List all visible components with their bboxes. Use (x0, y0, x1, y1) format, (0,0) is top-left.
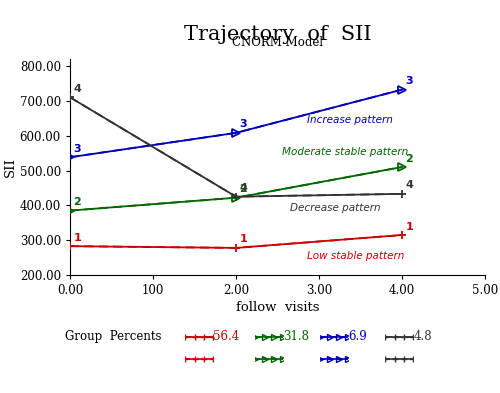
Text: 3: 3 (74, 144, 81, 154)
Text: Low stable pattern: Low stable pattern (306, 251, 404, 261)
Text: 1: 1 (406, 222, 413, 231)
Text: 3: 3 (406, 76, 413, 86)
Text: 3: 3 (240, 119, 247, 129)
Text: 2: 2 (74, 197, 81, 207)
X-axis label: follow  visits: follow visits (236, 301, 320, 314)
Text: 1: 1 (74, 233, 81, 242)
Text: 1: 1 (240, 234, 247, 244)
Text: 4.8: 4.8 (414, 329, 432, 343)
Text: 31.8: 31.8 (284, 329, 310, 343)
Text: CNORM Model: CNORM Model (232, 36, 323, 49)
Text: 4: 4 (240, 183, 247, 193)
Text: 4: 4 (406, 180, 413, 190)
Text: 4: 4 (74, 84, 81, 94)
Title: Trajectory  of  SII: Trajectory of SII (184, 24, 372, 44)
Text: Moderate stable pattern: Moderate stable pattern (282, 147, 408, 157)
Text: 56.4: 56.4 (214, 329, 240, 343)
Text: 6.9: 6.9 (348, 329, 368, 343)
Text: 2: 2 (406, 154, 413, 163)
Y-axis label: SII: SII (4, 157, 17, 177)
Text: Group  Percents: Group Percents (65, 329, 162, 343)
Text: Increase pattern: Increase pattern (306, 115, 392, 125)
Text: 2: 2 (240, 184, 247, 194)
Text: Decrease pattern: Decrease pattern (290, 203, 380, 213)
